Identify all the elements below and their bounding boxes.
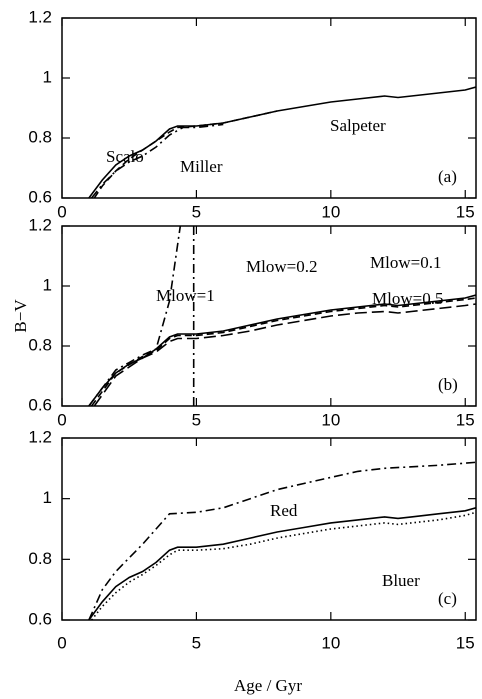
- y-tick-label: 0.6: [28, 609, 52, 628]
- x-tick-label: 15: [456, 202, 475, 221]
- plot-area: [88, 461, 476, 620]
- series-line: [90, 123, 224, 198]
- x-tick-label: 15: [456, 633, 475, 652]
- y-tick-label: 1: [43, 275, 52, 294]
- y-tick-label: 0.6: [28, 187, 52, 206]
- series-label: Bluer: [382, 571, 420, 590]
- plot-frame: [61, 17, 477, 199]
- y-tick-label: 0.8: [28, 549, 52, 568]
- plot-area: [88, 86, 476, 198]
- series-line: [88, 86, 476, 198]
- x-tick-label: 5: [192, 410, 201, 429]
- y-tick-label: 1.2: [28, 427, 52, 446]
- series-line: [88, 461, 476, 620]
- plot-frame: [61, 225, 477, 407]
- panel-label: (c): [438, 589, 457, 608]
- series-line: [93, 110, 278, 198]
- y-tick-label: 1: [43, 67, 52, 86]
- series-label: Mlow=0.1: [370, 253, 441, 272]
- y-tick-label: 0.6: [28, 395, 52, 414]
- plot-area: [88, 226, 476, 406]
- x-tick-label: 5: [192, 202, 201, 221]
- x-tick-label: 5: [192, 633, 201, 652]
- x-tick-label: 0: [57, 410, 66, 429]
- series-line: [88, 226, 195, 406]
- series-label: Mlow=1: [156, 286, 215, 305]
- panel-label: (b): [438, 375, 458, 394]
- y-tick-label: 1.2: [28, 7, 52, 26]
- series-line: [88, 507, 476, 620]
- series-label: Scalo: [106, 147, 144, 166]
- series-label: Miller: [180, 157, 223, 176]
- y-tick-label: 0.8: [28, 335, 52, 354]
- x-tick-label: 0: [57, 202, 66, 221]
- series-line: [88, 294, 476, 406]
- series-line: [93, 303, 476, 406]
- x-tick-label: 10: [321, 633, 340, 652]
- series-line: [90, 297, 476, 406]
- series-label: Mlow=0.5: [372, 289, 443, 308]
- y-axis-label: B−V: [11, 299, 30, 333]
- y-tick-label: 1: [43, 488, 52, 507]
- x-axis-label: Age / Gyr: [234, 676, 302, 695]
- x-tick-label: 10: [321, 410, 340, 429]
- series-label: Red: [270, 501, 298, 520]
- panel-label: (a): [438, 167, 457, 186]
- series-label: Salpeter: [330, 116, 386, 135]
- x-tick-label: 10: [321, 202, 340, 221]
- y-tick-label: 0.8: [28, 127, 52, 146]
- series-label: Mlow=0.2: [246, 257, 317, 276]
- x-tick-label: 0: [57, 633, 66, 652]
- series-line: [90, 511, 476, 620]
- plot-frame: [61, 437, 477, 621]
- y-tick-label: 1.2: [28, 215, 52, 234]
- x-tick-label: 15: [456, 410, 475, 429]
